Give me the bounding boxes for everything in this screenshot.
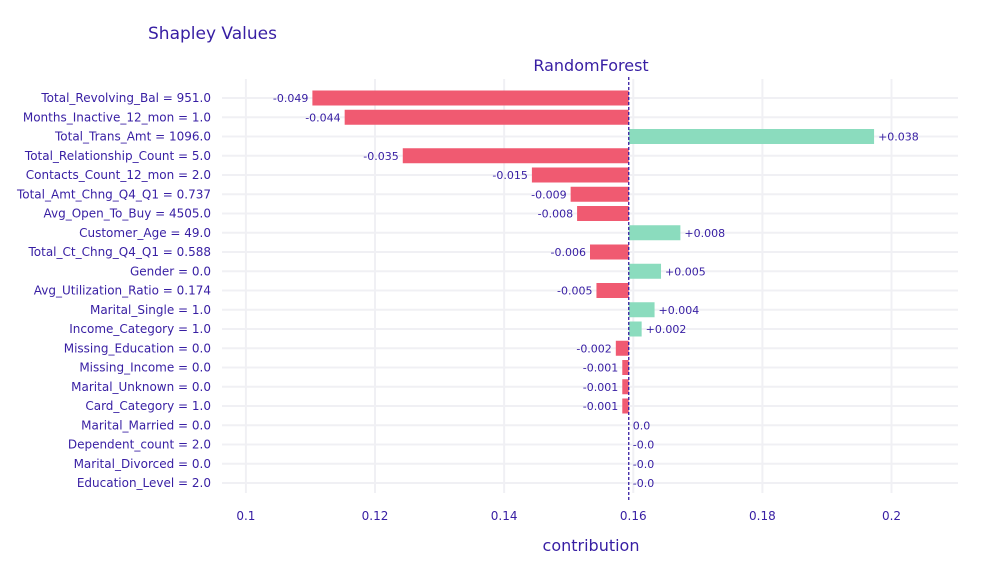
value-label: -0.001 — [583, 381, 618, 394]
category-label: Dependent_count = 2.0 — [68, 438, 211, 452]
label-layer: 0.1 0.12 0.14 0.16 0.18 0.2 Total_Revolving_Ba… — [16, 91, 919, 523]
value-label: -0.035 — [363, 150, 398, 163]
chart-title: Shapley Values — [148, 24, 277, 44]
x-tick-label: 0.2 — [882, 509, 901, 523]
bar — [402, 148, 629, 164]
category-label: Gender = 0.0 — [130, 264, 211, 278]
bar — [622, 360, 629, 375]
x-tick-label: 0.14 — [491, 509, 518, 523]
value-label: -0.005 — [557, 285, 592, 298]
value-label: +0.038 — [878, 131, 919, 144]
bar — [312, 90, 629, 106]
chart-subtitle: RandomForest — [533, 56, 648, 75]
value-label: -0.0 — [633, 458, 654, 471]
category-label: Total_Amt_Chng_Q4_Q1 = 0.737 — [16, 187, 211, 201]
bar — [570, 186, 629, 202]
grid-layer — [222, 79, 958, 493]
category-label: Avg_Utilization_Ratio = 0.174 — [34, 284, 211, 298]
value-label: -0.001 — [583, 362, 618, 375]
x-tick-label: 0.16 — [620, 509, 647, 523]
bar — [628, 263, 662, 279]
bar — [622, 398, 629, 414]
category-label: Marital_Single = 1.0 — [90, 303, 211, 317]
value-label: +0.002 — [646, 323, 687, 336]
category-label: Card_Category = 1.0 — [85, 399, 211, 413]
value-label: -0.0 — [633, 477, 654, 490]
bar — [615, 340, 629, 356]
x-axis-label: contribution — [543, 536, 640, 555]
bar — [628, 321, 642, 337]
category-label: Total_Trans_Amt = 1096.0 — [54, 130, 211, 144]
value-label: +0.005 — [665, 265, 706, 278]
category-label: Marital_Divorced = 0.0 — [74, 457, 211, 471]
bar — [628, 129, 875, 144]
value-label: -0.009 — [531, 188, 566, 201]
category-label: Months_Inactive_12_mon = 1.0 — [23, 110, 211, 124]
category-label: Education_Level = 2.0 — [77, 476, 211, 490]
category-label: Missing_Income = 0.0 — [79, 361, 211, 375]
value-label: -0.006 — [551, 246, 586, 259]
bar — [577, 206, 629, 221]
category-label: Income_Category = 1.0 — [69, 322, 211, 336]
x-tick-label: 0.12 — [362, 509, 389, 523]
x-tick-label: 0.1 — [236, 509, 255, 523]
category-label: Total_Revolving_Bal = 951.0 — [40, 91, 211, 105]
category-label: Customer_Age = 49.0 — [79, 226, 211, 240]
x-tick-label: 0.18 — [749, 509, 776, 523]
bar — [628, 225, 681, 241]
value-label: +0.008 — [684, 227, 725, 240]
bar — [344, 109, 629, 125]
category-label: Contacts_Count_12_mon = 2.0 — [26, 168, 211, 182]
bar — [596, 283, 629, 298]
category-label: Total_Ct_Chng_Q4_Q1 = 0.588 — [27, 245, 211, 259]
category-label: Missing_Education = 0.0 — [64, 341, 211, 355]
value-label: -0.001 — [583, 400, 618, 413]
bar — [531, 167, 629, 183]
value-label: 0.0 — [633, 419, 651, 432]
value-label: -0.0 — [633, 439, 654, 452]
value-label: -0.015 — [492, 169, 527, 182]
value-label: +0.004 — [659, 304, 700, 317]
category-label: Total_Relationship_Count = 5.0 — [24, 149, 211, 163]
value-label: -0.049 — [273, 92, 308, 105]
category-label: Avg_Open_To_Buy = 4505.0 — [43, 207, 211, 221]
category-label: Marital_Married = 0.0 — [81, 418, 211, 432]
bar — [590, 244, 629, 260]
category-label: Marital_Unknown = 0.0 — [71, 380, 211, 394]
bar-layer — [312, 90, 875, 414]
value-label: -0.008 — [538, 208, 573, 221]
bar — [628, 302, 655, 318]
value-label: -0.044 — [305, 111, 340, 124]
value-label: -0.002 — [576, 342, 611, 355]
bar — [622, 379, 629, 395]
